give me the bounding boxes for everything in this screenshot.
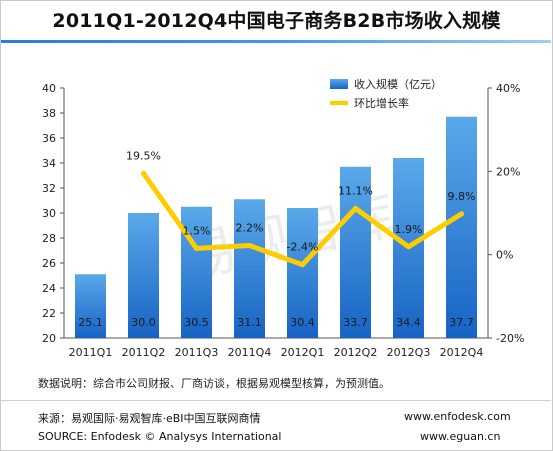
bar <box>181 206 212 338</box>
growth-line-series <box>141 170 464 268</box>
left-tick-label: 28 <box>42 232 56 245</box>
left-tick-label: 20 <box>42 332 56 345</box>
bar-value-label: 30.4 <box>290 316 315 329</box>
bar <box>287 208 318 338</box>
footer-divider <box>1 400 551 401</box>
x-tick-label: 2012Q2 <box>334 346 378 359</box>
growth-point <box>141 170 146 176</box>
bar <box>234 199 265 338</box>
left-tick-label: 24 <box>42 282 56 295</box>
x-tick-label: 2011Q3 <box>175 346 219 359</box>
data-note: 数据说明：综合市公司财报、厂商访谈，根据易观模型核算，为预测值。 <box>38 377 390 390</box>
source-cn: 来源：易观国际·易观智库·eBI中国互联网商情 <box>38 412 261 425</box>
bar-value-label: 34.4 <box>396 316 421 329</box>
bar-value-label: 25.1 <box>78 316 103 329</box>
growth-point <box>406 244 411 250</box>
legend-line-label: 环比增长率 <box>354 96 409 110</box>
bar <box>128 213 159 338</box>
bar <box>446 116 477 338</box>
growth-point <box>247 243 252 248</box>
bar-value-label: 37.7 <box>449 316 474 329</box>
left-tick-label: 26 <box>42 257 56 270</box>
bar-series <box>75 116 477 338</box>
left-tick-label: 40 <box>42 82 56 95</box>
left-tick-label: 22 <box>42 307 56 320</box>
growth-point <box>459 211 464 217</box>
growth-value-label: 1.5% <box>183 224 211 237</box>
left-axis: 20 22 24 26 28 30 32 34 36 38 40 <box>42 82 488 345</box>
x-tick-label: 2012Q1 <box>281 346 325 359</box>
growth-value-label: 11.1% <box>338 184 373 197</box>
left-tick-label: 36 <box>42 132 56 145</box>
x-tick-label: 2011Q1 <box>69 346 113 359</box>
growth-point <box>353 205 358 211</box>
url-eguan[interactable]: www.eguan.cn <box>420 430 501 443</box>
legend-bar-label: 收入规模（亿元） <box>354 77 442 91</box>
bar-value-label: 31.1 <box>237 316 262 329</box>
source-en: SOURCE: Enfodesk © Analysys Internationa… <box>38 430 282 443</box>
growth-point <box>300 262 305 268</box>
left-tick-label: 30 <box>42 207 56 220</box>
bar-value-label: 33.7 <box>343 316 368 329</box>
right-axis: -20% 0% 20% 40% <box>487 82 524 345</box>
bar-value-labels: 25.1 30.0 30.5 31.1 30.4 33.7 34.4 37.7 <box>78 316 474 329</box>
left-tick-label: 32 <box>42 182 56 195</box>
growth-point <box>194 245 199 251</box>
x-tick-label: 2011Q2 <box>122 346 166 359</box>
legend: 收入规模（亿元） 环比增长率 <box>330 77 442 110</box>
left-tick-label: 38 <box>42 107 56 120</box>
right-tick-label: -20% <box>496 332 524 345</box>
growth-value-label: 2.2% <box>236 222 264 235</box>
left-tick-label: 34 <box>42 157 56 170</box>
legend-bar-swatch <box>330 79 348 89</box>
growth-value-label: 9.8% <box>448 190 476 203</box>
title-divider <box>1 40 551 43</box>
bar-value-label: 30.5 <box>184 316 209 329</box>
growth-value-label: 19.5% <box>126 149 161 162</box>
x-axis-labels: 2011Q1 2011Q2 2011Q3 2011Q4 2012Q1 2012Q2 2012… <box>69 346 484 359</box>
x-tick-label: 2012Q3 <box>387 346 431 359</box>
bar <box>75 274 106 338</box>
right-tick-label: 0% <box>496 249 513 262</box>
right-tick-label: 20% <box>496 165 520 178</box>
right-tick-label: 40% <box>496 82 520 95</box>
growth-value-label: -2.4% <box>287 241 319 254</box>
x-tick-label: 2012Q4 <box>440 346 484 359</box>
bar <box>340 166 371 338</box>
x-tick-label: 2011Q4 <box>228 346 272 359</box>
growth-value-labels: 19.5% 1.5% 2.2% -2.4% 11.1% 1.9% 9.8% <box>126 149 475 253</box>
chart-title: 2011Q1-2012Q4中国电子商务B2B市场收入规模 <box>52 10 501 32</box>
growth-value-label: 1.9% <box>395 223 423 236</box>
bar-value-label: 30.0 <box>131 316 156 329</box>
url-enfodesk[interactable]: www.enfodesk.com <box>404 410 511 423</box>
